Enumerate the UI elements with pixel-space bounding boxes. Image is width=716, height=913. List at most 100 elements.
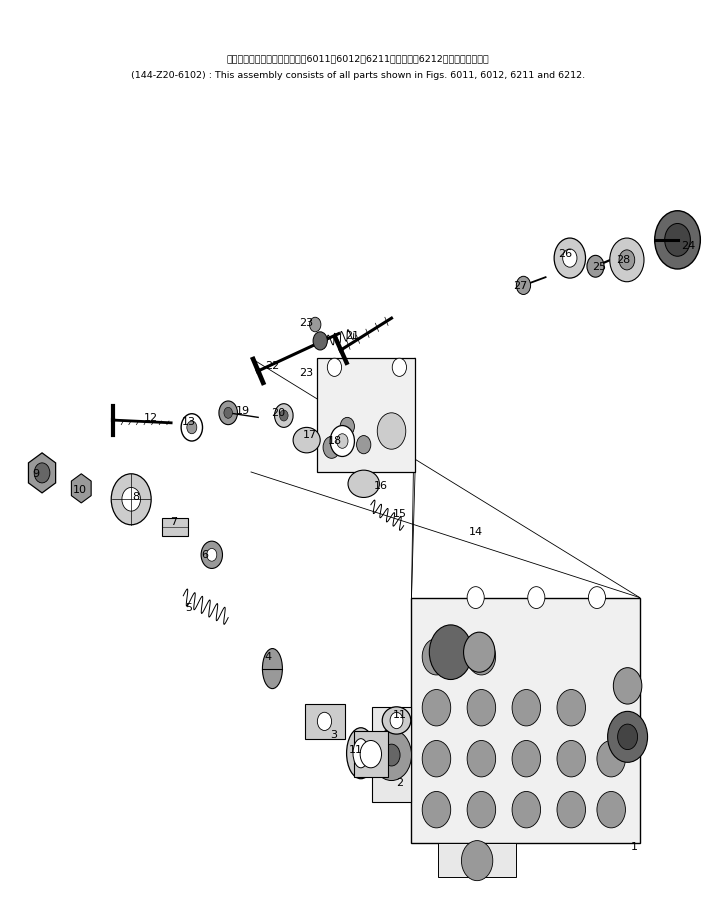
Text: 17: 17 [302, 430, 316, 440]
Text: 19: 19 [236, 406, 249, 416]
Ellipse shape [263, 648, 282, 688]
Text: 11: 11 [349, 745, 363, 754]
Text: 3: 3 [330, 730, 337, 740]
Circle shape [589, 587, 606, 608]
Circle shape [422, 689, 450, 726]
Circle shape [618, 724, 637, 750]
Circle shape [337, 434, 348, 448]
Circle shape [597, 740, 626, 777]
Text: (144-Z20-6102) : This assembly consists of all parts shown in Figs. 6011, 6012, : (144-Z20-6102) : This assembly consists … [131, 70, 585, 79]
Text: 8: 8 [132, 491, 139, 501]
Circle shape [430, 624, 472, 679]
Text: 11: 11 [392, 710, 407, 720]
Polygon shape [438, 844, 516, 877]
Ellipse shape [347, 728, 375, 779]
Ellipse shape [348, 470, 379, 498]
Circle shape [512, 792, 541, 828]
Text: 27: 27 [513, 281, 528, 291]
Circle shape [664, 224, 690, 257]
Circle shape [274, 404, 293, 427]
Text: 25: 25 [592, 262, 606, 272]
Text: 7: 7 [170, 517, 178, 527]
Polygon shape [317, 358, 415, 472]
Circle shape [201, 541, 223, 569]
Circle shape [467, 792, 495, 828]
Text: 5: 5 [185, 603, 192, 613]
Circle shape [512, 689, 541, 726]
Text: 23: 23 [299, 368, 313, 378]
Circle shape [34, 463, 50, 483]
Polygon shape [72, 474, 91, 503]
Circle shape [309, 317, 321, 331]
Circle shape [557, 740, 586, 777]
Circle shape [224, 407, 233, 418]
Text: 6: 6 [201, 550, 208, 560]
Circle shape [619, 250, 634, 270]
Circle shape [557, 689, 586, 726]
Ellipse shape [382, 707, 411, 734]
Circle shape [597, 792, 626, 828]
Circle shape [587, 256, 604, 278]
Circle shape [467, 689, 495, 726]
Circle shape [563, 249, 577, 268]
Polygon shape [354, 731, 388, 777]
Circle shape [313, 331, 327, 350]
Circle shape [467, 587, 484, 608]
Text: 14: 14 [468, 527, 483, 537]
Circle shape [317, 712, 332, 730]
Circle shape [219, 401, 238, 425]
Circle shape [279, 410, 288, 421]
Text: 16: 16 [374, 480, 388, 490]
Text: 15: 15 [392, 509, 407, 519]
Circle shape [360, 740, 382, 768]
Circle shape [654, 211, 700, 269]
Circle shape [390, 712, 403, 729]
Circle shape [516, 277, 531, 295]
Circle shape [461, 841, 493, 881]
Text: このアセンブリの構成部品は図6011、6012、6211図および図6212図まで含みます．: このアセンブリの構成部品は図6011、6012、6211図および図6212図まで… [227, 54, 489, 63]
Circle shape [528, 587, 545, 608]
Text: 22: 22 [266, 362, 279, 372]
Circle shape [512, 740, 541, 777]
Text: 13: 13 [182, 417, 196, 427]
Text: 26: 26 [558, 249, 572, 259]
Circle shape [340, 417, 354, 436]
Text: 9: 9 [32, 468, 39, 478]
Text: 12: 12 [144, 414, 158, 424]
Circle shape [608, 711, 647, 762]
Text: 20: 20 [271, 408, 285, 418]
Text: 28: 28 [616, 255, 631, 265]
Circle shape [614, 667, 642, 704]
Text: 21: 21 [345, 331, 359, 341]
Circle shape [392, 358, 407, 376]
Polygon shape [304, 704, 345, 739]
Circle shape [122, 488, 140, 511]
Circle shape [111, 474, 151, 525]
Circle shape [422, 638, 450, 675]
Circle shape [372, 729, 412, 781]
Circle shape [377, 413, 406, 449]
Circle shape [422, 740, 450, 777]
Polygon shape [162, 519, 188, 536]
Ellipse shape [293, 427, 320, 453]
Circle shape [357, 436, 371, 454]
Circle shape [383, 744, 400, 766]
Text: 18: 18 [328, 436, 342, 446]
Text: 10: 10 [73, 485, 87, 495]
Circle shape [207, 549, 217, 561]
Circle shape [323, 436, 340, 458]
Circle shape [330, 425, 354, 456]
Circle shape [467, 638, 495, 675]
Circle shape [467, 740, 495, 777]
Circle shape [610, 238, 644, 282]
Circle shape [181, 414, 203, 441]
Text: 2: 2 [396, 778, 403, 788]
Circle shape [422, 792, 450, 828]
Text: 1: 1 [631, 842, 637, 852]
Circle shape [327, 358, 342, 376]
Ellipse shape [353, 739, 369, 768]
Text: 4: 4 [265, 652, 271, 662]
Text: 23: 23 [299, 318, 313, 328]
Circle shape [557, 792, 586, 828]
Polygon shape [372, 707, 412, 803]
